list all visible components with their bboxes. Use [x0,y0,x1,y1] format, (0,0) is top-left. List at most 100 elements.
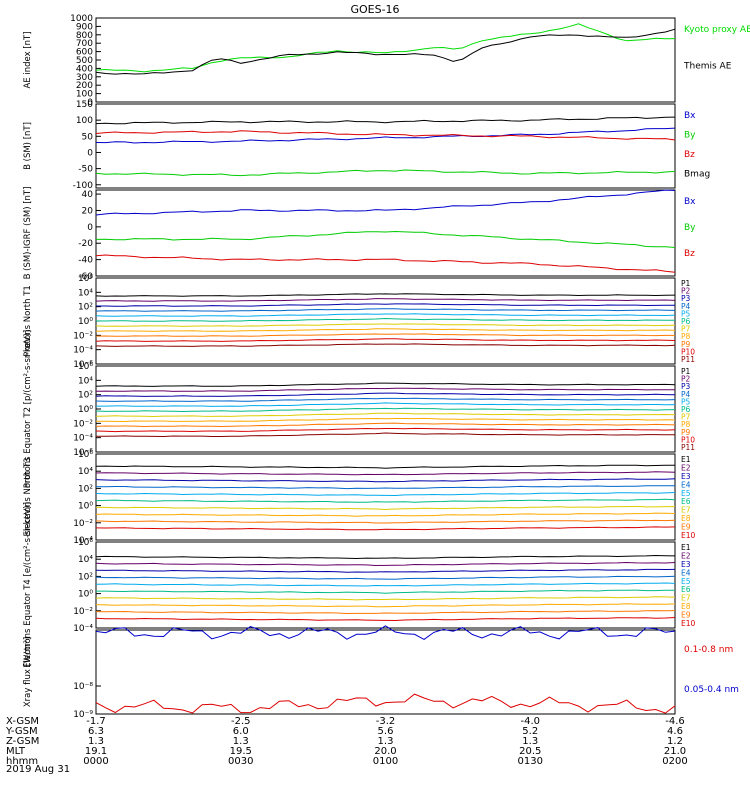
legend-label: P3 [681,382,691,391]
series-line [96,402,676,407]
series-line [95,422,676,428]
legend-label: E6 [681,585,691,594]
y-tick-label: -100 [73,181,94,191]
series-line [95,230,676,248]
ephemeris-row-label: MLT [6,746,26,757]
legend-label: P11 [681,355,695,364]
y-tick-label: 150 [76,100,93,110]
ephemeris-value: -2.5 [231,716,251,727]
ephemeris-value: 0000 [83,756,108,767]
series-line [95,333,675,337]
y-axis-label: Xray flux [W/m²] [23,637,33,707]
series-line [95,512,676,517]
y-tick-label: 300 [76,73,93,83]
series-line [96,432,676,438]
legend-label: P10 [681,347,695,356]
series-line [95,568,676,573]
panel-5: 10⁻⁶ 10⁻⁴ 10⁻² 10⁰ 10² 10⁴ 10⁶ Protons Equator … [23,330,695,489]
series-line [96,303,675,307]
ephemeris-row-label: hhmm [6,756,38,767]
ephemeris-value: 0200 [662,756,687,767]
ephemeris-value: 0030 [228,756,253,767]
series-line [96,589,675,594]
legend-label: E9 [681,611,691,620]
y-tick-label: 10⁻⁸ [73,682,93,692]
y-tick-label: 10⁻⁴ [73,536,93,546]
panel-8: 10⁻⁹ 10⁻⁸ Xray flux [W/m²] 0.1-0.8 nm 0.05-0… [23,625,739,720]
series-line [95,116,676,125]
series-line [95,392,676,397]
panel-7: 10⁻⁴ 10⁻² 10⁰ 10² 10⁴ 10⁶ Electrons Equator T4… [23,502,696,668]
y-tick-label: 100 [76,90,93,100]
panel-frame [95,365,676,453]
ephemeris-value: 0130 [518,756,543,767]
legend-label: P2 [681,375,691,384]
y-tick-label: 10⁻² [73,519,93,529]
ephemeris-value: 1.3 [233,736,249,747]
series-line [95,485,676,490]
y-tick-label: 10⁻² [73,331,93,341]
series-line [95,492,676,497]
legend-label: P6 [681,317,691,326]
legend-label: P7 [681,325,691,334]
series-line [95,397,676,402]
series-line [95,387,675,392]
legend-label: P5 [681,397,691,406]
ephemeris-table: X-GSMY-GSMZ-GSMMLThhmm-1.76.31.319.10000… [5,716,688,767]
y-tick-label: 10⁶ [78,362,93,372]
series-line [96,417,676,423]
y-tick-label: 400 [76,64,93,74]
y-tick-label: -60 [78,272,93,282]
legend-label: E3 [681,472,691,481]
series-line [95,471,676,476]
legend-label: P11 [681,443,695,452]
y-tick-label: 700 [76,39,93,49]
y-tick-label: 10⁰ [78,502,93,512]
legend-label: P7 [681,413,691,422]
series-line [95,519,676,524]
ephemeris-value: 4.6 [667,726,683,737]
legend-label: Bmag [684,170,710,180]
y-tick-label: 10⁻⁴ [73,624,93,634]
ephemeris-value: 0100 [373,756,398,767]
ephemeris-value: 5.6 [378,726,394,737]
legend-label: Kyoto proxy AE [684,25,750,35]
series-line [95,464,675,469]
legend-label: P4 [681,302,691,311]
ephemeris-value: 1.3 [88,736,104,747]
legend-label: 0.1-0.8 nm [684,645,733,655]
panel-frame [95,541,676,629]
ephemeris-value: 1.3 [522,736,538,747]
ephemeris-row-label: Y-GSM [5,726,38,737]
series-line [95,323,676,327]
legend-label: Bz [684,150,695,160]
legend-label: By [684,223,696,233]
y-tick-label: 10² [78,484,93,494]
series-line [95,338,676,342]
y-tick-label: 10⁶ [78,450,93,460]
series-line [95,313,676,317]
legend-label: E5 [681,489,691,498]
y-tick-label: 10⁴ [78,288,93,298]
figure-title: GOES-16 [350,3,399,16]
ephemeris-value: -3.2 [376,716,396,727]
legend-label: Bx [684,197,696,207]
y-tick-label: 800 [76,31,93,41]
ephemeris-value: -4.0 [520,716,540,727]
y-tick-label: 10⁻⁶ [73,360,93,370]
series-line [95,317,676,322]
series-line [95,254,676,273]
legend-label: Themis AE [683,62,732,72]
legend-label: E1 [681,543,691,552]
y-tick-label: 900 [76,22,93,32]
y-tick-label: 200 [76,81,93,91]
ephemeris-value: 5.2 [522,726,538,737]
series-line [95,478,676,483]
ephemeris-row-label: X-GSM [6,716,39,727]
y-axis-label: B (SM) [nT] [23,122,33,170]
series-line [95,382,676,387]
panel-6: 10⁻⁴ 10⁻² 10⁰ 10² 10⁴ 10⁶ Electrons North T3 E1… [23,450,696,546]
y-tick-label: 1000 [70,14,93,24]
y-tick-label: 10⁶ [78,274,93,284]
series-line [95,427,676,433]
